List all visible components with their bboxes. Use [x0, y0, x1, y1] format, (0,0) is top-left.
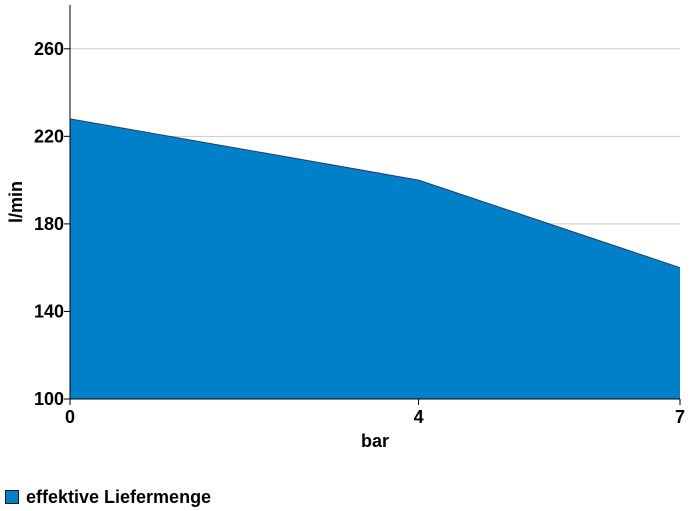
- area-top-edge: [69, 118, 681, 269]
- x-axis-title: bar: [361, 431, 389, 451]
- legend-label: effektive Liefermenge: [26, 487, 212, 507]
- y-tick-labels: 100 140 180 220 260: [34, 39, 64, 409]
- y-tick-label-140: 140: [34, 301, 64, 321]
- x-tick-label-0: 0: [65, 407, 75, 427]
- y-tick-label-180: 180: [34, 214, 64, 234]
- y-tick-label-100: 100: [34, 389, 64, 409]
- y-tick-label-260: 260: [34, 39, 64, 59]
- y-axis-title: l/min: [6, 181, 26, 223]
- x-tick-label-7: 7: [675, 407, 685, 427]
- x-tick-labels: 0 4 7: [65, 407, 685, 427]
- legend-swatch: [5, 490, 19, 504]
- axes: [64, 5, 681, 405]
- y-tick-label-220: 220: [34, 126, 64, 146]
- legend: effektive Liefermenge: [5, 487, 211, 507]
- x-tick-label-4: 4: [414, 407, 424, 427]
- area-series-effektive-liefermenge: [70, 118, 680, 400]
